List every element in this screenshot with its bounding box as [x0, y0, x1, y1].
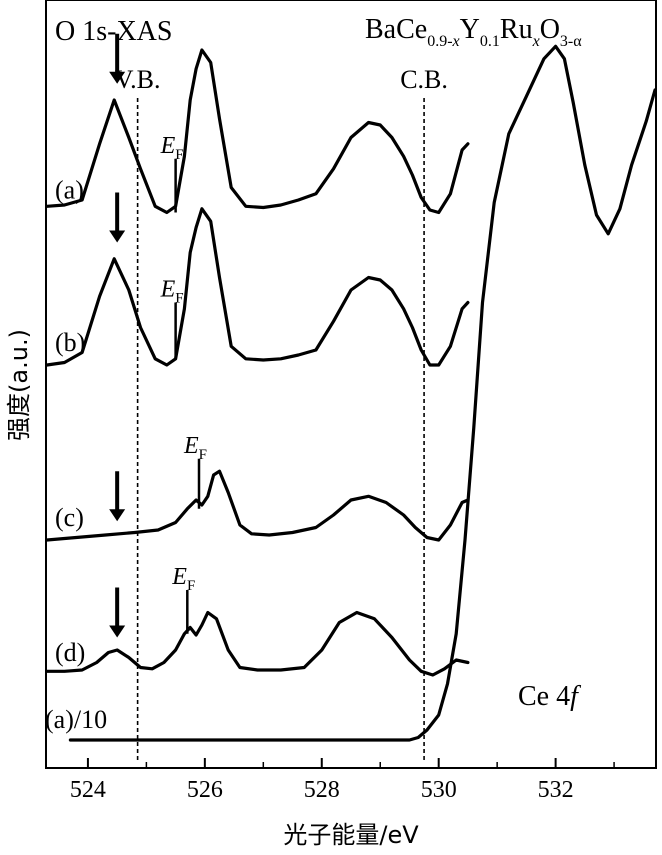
x-tick-label: 530 — [421, 777, 457, 803]
x-tick-label: 528 — [304, 777, 340, 803]
arrow-head — [109, 625, 126, 638]
ef-label: EF — [171, 564, 195, 594]
series-label: (b) — [55, 328, 85, 357]
ce-4f-label: Ce 4f — [518, 681, 581, 712]
vline-label: V.B. — [115, 65, 161, 94]
arrow-head — [109, 230, 126, 243]
ef-label: EF — [183, 433, 207, 463]
x-tick-label: 532 — [538, 777, 574, 803]
x-axis-label: 光子能量/eV — [283, 821, 419, 849]
series-line — [68, 44, 657, 742]
x-tick-label: 526 — [187, 777, 223, 803]
series-label: (d) — [55, 638, 85, 667]
series-layer: (a) (b) (c) (d) (a)/10 — [45, 44, 657, 742]
ef-label: EF — [160, 133, 184, 163]
arrow-head — [109, 71, 126, 84]
arrow-head — [109, 509, 126, 522]
marker-layer: EF EF EF EF — [109, 33, 207, 638]
plot-frame — [45, 0, 657, 769]
y-axis-label: 强度(a.u.) — [5, 329, 33, 441]
series-label: (a)/10 — [45, 705, 107, 734]
x-ticks: 524 526 528 530 532 — [70, 758, 615, 803]
series-label: (c) — [55, 503, 84, 532]
series-line — [45, 207, 470, 367]
x-tick-label: 524 — [70, 777, 106, 803]
vline-label: C.B. — [400, 65, 448, 94]
title-right: BaCe0.9-xY0.1RuxO3-α — [365, 14, 582, 50]
vline-layer: V.B. C.B. — [115, 65, 448, 762]
series-line — [45, 610, 470, 677]
series-line — [45, 48, 470, 215]
title-left: O 1s-XAS — [55, 16, 172, 47]
ef-label: EF — [160, 277, 184, 307]
series-label: (a) — [55, 175, 84, 204]
series-line — [45, 469, 470, 542]
